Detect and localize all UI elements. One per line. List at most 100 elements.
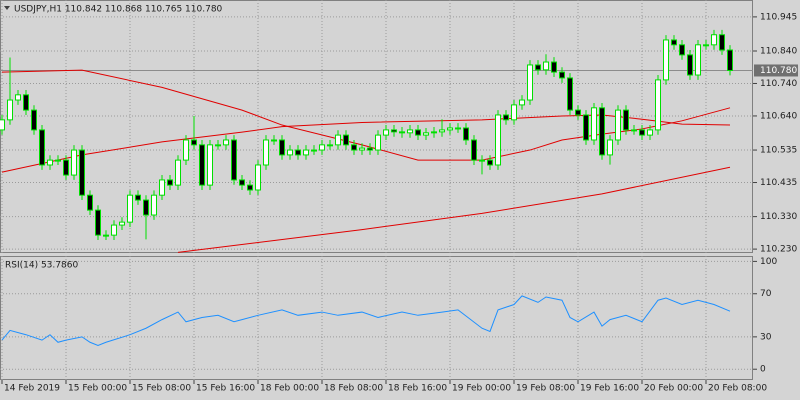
candle-body [711,34,717,46]
menu-arrow[interactable] [4,6,10,10]
candle-body [703,44,709,47]
candle-body [447,127,453,131]
x-tick-label: 20 Feb 08:00 [708,384,767,394]
candle-body [15,94,21,101]
candle-body [255,164,261,191]
candle-body [239,179,245,186]
candle-body [423,132,429,136]
candle-body [463,127,469,141]
candle-body [519,99,525,106]
x-tick-label: 19 Feb 08:00 [516,384,575,394]
candle-body [183,139,189,161]
candle-body [495,114,501,166]
candle-body [135,194,141,201]
candle-body [527,64,533,101]
candle-body [31,109,37,131]
candle-body [687,54,693,76]
candle-body [647,129,653,136]
candle-body [127,194,133,223]
candle-body [303,149,309,156]
candle-body [655,79,661,131]
candle-body [143,199,149,216]
y-tick-label: 110.435 [760,178,797,188]
candle-body [263,139,269,166]
candle-body [151,194,157,216]
candle-body [55,159,61,162]
candle-body [407,129,413,134]
candle-body [535,64,541,71]
candle-body [671,39,677,46]
candle-body [271,139,277,142]
candle-body [167,179,173,186]
axes: 110.945 110.840 110.740 110.640 110.535 110.4… [1,12,798,394]
y-tick-label: 100 [760,257,777,267]
candle-body [631,129,637,132]
y-tick-label: 110.535 [760,146,797,156]
candle-body [311,149,317,152]
candle-body [503,114,509,121]
candle-body [695,44,701,76]
rsi-title: RSI(14) 53.7860 [5,261,78,271]
candle-body [119,221,125,226]
candle-body [607,139,613,156]
y-tick-label: 70 [760,289,772,299]
candle-body [159,179,165,196]
rsi-plot [0,256,753,380]
y-tick-label: 110.740 [760,79,797,89]
y-tick-label: 0 [760,365,766,375]
price-plot [0,0,753,253]
candle-body [279,139,285,156]
candle-body [207,144,213,186]
last-price-label: 110.780 [760,66,797,76]
candle-body [287,149,293,156]
y-tick-label: 110.945 [760,12,797,22]
x-tick-label: 18 Feb 16:00 [388,384,447,394]
x-tick-label: 19 Feb 00:00 [452,384,511,394]
x-tick-label: 15 Feb 00:00 [68,384,127,394]
y-tick-label: 110.230 [760,245,797,255]
candle-body [399,131,405,134]
candle-body [7,99,13,121]
candle-body [71,149,77,176]
candle-body [663,39,669,81]
candle-body [191,139,197,146]
candle-body [63,159,69,176]
candle-body [639,129,645,136]
candle-body [351,144,357,151]
candle-body [543,61,549,71]
candle-body [383,129,389,136]
candle-body [247,184,253,191]
candle-body [479,159,485,162]
candle-body [103,234,109,237]
candle-body [215,144,221,147]
rsi-panel [0,256,753,380]
candle-body [223,139,229,146]
candle-body [455,127,461,130]
candle-body [327,144,333,147]
candle-body [727,49,733,71]
candle-body [439,129,445,133]
candle-body [575,109,581,116]
x-tick-label: 15 Feb 08:00 [132,384,191,394]
last-price-box [754,64,798,77]
x-tick-label: 18 Feb 08:00 [324,384,383,394]
candle-body [391,129,397,133]
candle-body [47,159,53,166]
candle-body [583,114,589,141]
candle-body [79,149,85,196]
candle-body [95,209,101,236]
x-tick-label: 14 Feb 2019 [4,384,60,394]
candle-body [39,129,45,166]
rsi-line [1,295,731,347]
x-tick-label: 19 Feb 16:00 [580,384,639,394]
x-tick-label: 15 Feb 16:00 [196,384,255,394]
candle-body [599,107,605,156]
candle-body [623,109,629,131]
candle-body [335,134,341,146]
x-tick-label: 18 Feb 00:00 [260,384,319,394]
candle-body [343,134,349,146]
candle-body [471,139,477,161]
candle-body [431,131,437,134]
candle-body [319,144,325,151]
